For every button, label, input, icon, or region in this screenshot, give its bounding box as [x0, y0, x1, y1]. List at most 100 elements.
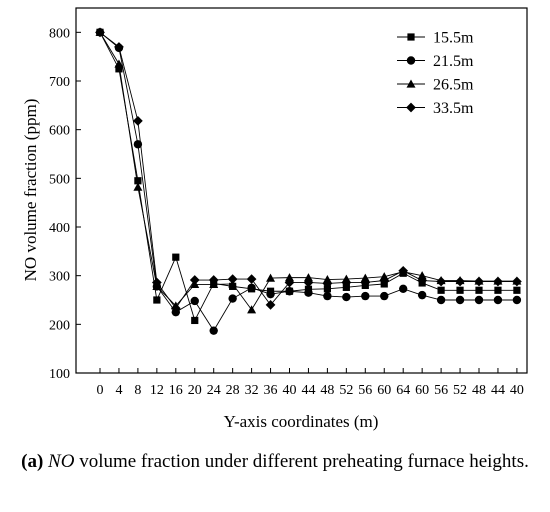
data-point	[456, 286, 464, 294]
data-point	[417, 271, 427, 280]
x-tick-label: 36	[264, 383, 278, 398]
data-point	[512, 295, 522, 305]
x-tick-label: 28	[226, 383, 240, 398]
x-tick-label: 40	[510, 383, 524, 398]
data-point	[265, 300, 276, 310]
x-tick-label: 12	[150, 383, 164, 398]
data-point	[95, 27, 105, 38]
y-tick-label: 300	[49, 270, 70, 285]
data-point	[134, 177, 142, 185]
legend-label: 26.5m	[433, 77, 474, 94]
data-point	[436, 276, 446, 287]
data-point	[189, 275, 200, 285]
x-tick-label: 48	[472, 383, 486, 398]
data-point	[208, 275, 219, 285]
data-point	[247, 283, 256, 293]
y-tick-label: 100	[49, 367, 70, 382]
data-point	[493, 295, 503, 305]
data-point	[513, 286, 521, 294]
legend-label: 33.5m	[433, 100, 474, 117]
data-point	[474, 295, 484, 305]
data-point	[266, 273, 276, 282]
data-point	[399, 284, 408, 294]
data-point	[266, 289, 275, 299]
data-point	[342, 292, 351, 302]
data-point	[227, 274, 238, 284]
x-tick-label: 44	[301, 383, 315, 398]
x-tick-label: 60	[377, 383, 391, 398]
data-point	[474, 276, 484, 287]
x-tick-label: 48	[320, 383, 334, 398]
x-tick-label: 0	[97, 383, 104, 398]
data-point	[494, 286, 502, 294]
data-point	[209, 326, 218, 335]
data-point	[114, 42, 124, 52]
data-point	[303, 273, 313, 282]
x-tick-label: 44	[491, 383, 505, 398]
x-tick-label: 64	[396, 383, 410, 398]
data-point	[512, 276, 522, 287]
x-axis: 0 4 8 12 16 20 24 28 32 36 40 44 48 52 56 60 64 60 56 52 48 4…	[97, 368, 524, 398]
x-tick-label: 56	[358, 383, 372, 398]
y-tick-label: 200	[49, 318, 70, 333]
data-point	[151, 277, 162, 288]
x-axis-title: Y-axis coordinates (m)	[224, 412, 379, 431]
legend-marker	[406, 102, 416, 113]
caption-text: volume fraction under different preheati…	[74, 451, 529, 472]
plot-frame	[75, 7, 528, 374]
series-line	[99, 31, 517, 310]
caption-chem: NO	[48, 451, 75, 472]
data-point	[322, 278, 333, 289]
x-tick-label: 20	[188, 383, 202, 398]
data-point	[475, 286, 483, 294]
x-tick-label: 8	[134, 383, 141, 398]
data-point	[133, 116, 143, 126]
data-point	[398, 265, 409, 276]
data-point	[228, 294, 237, 303]
legend-marker	[406, 56, 416, 65]
x-tick-label: 40	[283, 383, 297, 398]
data-point	[153, 296, 161, 304]
data-point	[323, 285, 331, 293]
data-point	[247, 305, 257, 314]
x-tick-label: 52	[453, 383, 467, 398]
x-tick-label: 4	[115, 383, 122, 398]
data-point	[342, 283, 350, 291]
legend-label: 21.5m	[433, 53, 474, 70]
x-tick-label: 32	[245, 383, 259, 398]
figure-caption: (a) NO volume fraction under different p…	[0, 448, 550, 476]
data-point	[115, 65, 123, 73]
data-point	[436, 295, 446, 305]
data-point	[341, 277, 352, 288]
data-point	[417, 290, 427, 300]
data-point	[361, 291, 370, 301]
data-point	[191, 316, 199, 325]
data-point	[304, 288, 313, 297]
y-tick-label: 800	[49, 26, 70, 41]
y-tick-label: 600	[49, 124, 70, 139]
data-point	[285, 273, 294, 282]
x-tick-label: 16	[169, 383, 183, 398]
data-point	[417, 275, 428, 286]
x-tick-label: 52	[339, 383, 353, 398]
data-point	[455, 276, 465, 287]
data-point	[379, 275, 390, 286]
data-point	[170, 303, 181, 314]
series-group	[95, 27, 522, 335]
data-point	[172, 253, 180, 261]
y-axis-title: NO volume fraction (ppm)	[21, 99, 40, 282]
data-point	[133, 182, 143, 191]
data-point	[285, 287, 294, 296]
x-tick-label: 24	[207, 383, 221, 398]
y-tick-label: 700	[49, 75, 70, 90]
y-tick-label: 500	[49, 172, 70, 187]
legend-label: 15.5m	[433, 30, 474, 47]
data-point	[303, 277, 314, 288]
y-axis: 100 200 300 400 500 600 700 800	[49, 26, 81, 382]
data-point	[284, 277, 295, 288]
data-point	[323, 291, 332, 301]
data-point	[493, 276, 503, 287]
data-point	[360, 277, 371, 288]
data-point	[246, 274, 257, 284]
